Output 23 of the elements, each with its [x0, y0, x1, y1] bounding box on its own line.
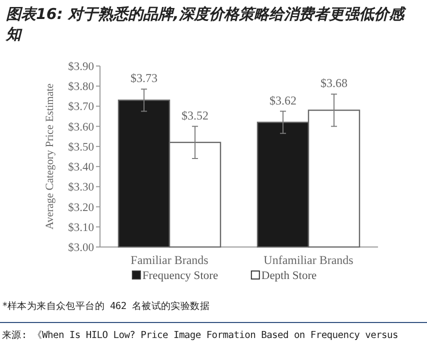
data-label: $3.52 [182, 108, 208, 122]
annotation: 来源: 《When Is HILO Low? Price Image Formation Based on Frequency versus [2, 329, 398, 342]
y-tick-label: $3.70 [68, 101, 94, 114]
data-label: $3.62 [270, 93, 296, 108]
annotation: *样本为来自众包平台的 462 名被试的实验数据 [2, 300, 210, 313]
series-label: Depth Store [261, 270, 317, 282]
data-label: $3.68 [320, 76, 348, 90]
legend: Frequency Store Depth Store [132, 270, 317, 282]
x-tick-label: Familiar Brands [130, 253, 209, 267]
x-tick-label: Unfamiliar Brands [264, 253, 354, 267]
y-tick-label: $3.40 [68, 162, 94, 174]
data-label: $3.73 [130, 71, 158, 86]
y-tick-label: $3.80 [68, 81, 94, 94]
title: 图表16: 对于熟悉的品牌,深度价格策略给消费者更强低价感知 [6, 4, 418, 44]
y-tick-label: $3.30 [68, 182, 94, 194]
legend-label: Frequency Store [142, 270, 218, 282]
y-axis-title: Average Category Price Estimate [44, 83, 56, 230]
y-tick-label: $3.00 [68, 242, 94, 254]
y-tick-label: $3.20 [68, 202, 94, 214]
y-tick-label: $3.10 [68, 222, 94, 234]
y-tick-label: $3.90 [68, 61, 94, 73]
y-tick-label: $3.50 [68, 141, 94, 154]
y-tick-label: $3.60 [68, 121, 94, 134]
